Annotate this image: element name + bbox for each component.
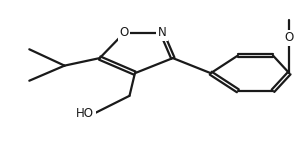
Text: O: O — [119, 26, 129, 39]
Text: N: N — [158, 26, 166, 39]
Text: O: O — [285, 31, 294, 45]
Text: HO: HO — [76, 107, 94, 120]
